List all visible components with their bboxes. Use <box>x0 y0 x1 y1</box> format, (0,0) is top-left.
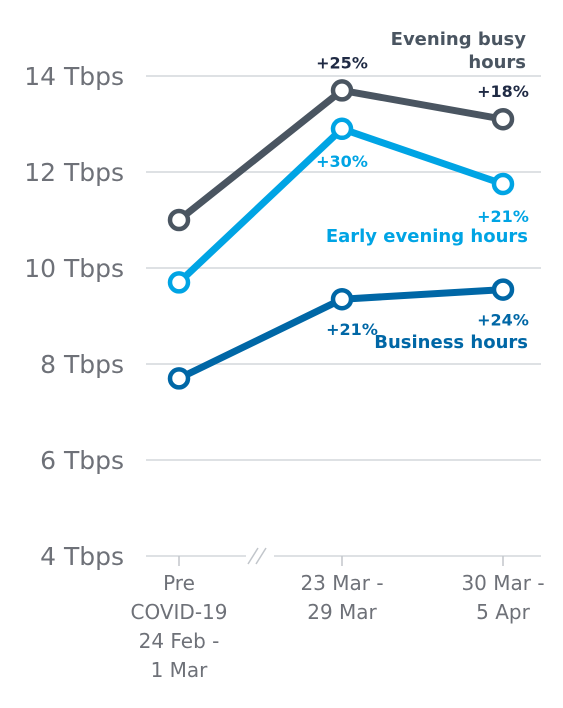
y-tick-label-14: 14 Tbps <box>24 62 124 91</box>
series-label-0-0: Evening busy <box>391 29 527 50</box>
y-tick-label-4: 4 Tbps <box>40 542 124 571</box>
data-point-0-0 <box>167 208 191 232</box>
y-tick-label-8: 8 Tbps <box>40 350 124 379</box>
axis-break-mark-2 <box>255 547 267 565</box>
data-label-2-1: +21% <box>326 320 378 339</box>
data-labels: +25% +18% +30% +21% +21% +24% <box>316 53 529 339</box>
data-point-2-2 <box>491 278 515 301</box>
series-label-2-0: Business hours <box>374 332 528 353</box>
x-tick-label-2-0: 30 Mar - <box>461 571 544 595</box>
data-label-0-1: +25% <box>316 53 368 72</box>
y-tick-label-10: 10 Tbps <box>24 254 124 283</box>
x-tick-label-2-1: 5 Apr <box>476 600 530 624</box>
axis-break-mark-1 <box>247 547 259 565</box>
series-label-1-0: Early evening hours <box>326 226 528 247</box>
data-point-1-1 <box>330 117 354 141</box>
data-label-1-1: +30% <box>316 152 368 171</box>
x-tick-label-0-2: 24 Feb - <box>139 629 220 653</box>
x-tick-label-0-1: COVID-19 <box>130 600 227 624</box>
y-tick-label-12: 12 Tbps <box>24 158 124 187</box>
data-label-0-2: +18% <box>477 82 529 101</box>
data-point-1-0 <box>167 271 191 294</box>
data-point-2-0 <box>167 367 191 390</box>
x-tick-label-0-0: Pre <box>163 571 195 595</box>
x-tick-label-1-0: 23 Mar - <box>300 571 383 595</box>
data-label-1-2: +21% <box>477 207 529 226</box>
data-point-0-2 <box>491 107 515 131</box>
x-tick-label-0-3: 1 Mar <box>151 658 209 682</box>
x-axis: Pre COVID-19 24 Feb - 1 Mar 23 Mar - 29 Mar 30… <box>130 547 545 682</box>
data-point-0-1 <box>330 79 354 102</box>
y-axis-tick-labels: 4 Tbps 6 Tbps 8 Tbps 10 Tbps 12 Tbps 14 Tbps <box>24 62 124 571</box>
data-point-2-1 <box>330 287 354 311</box>
y-tick-label-6: 6 Tbps <box>40 446 124 475</box>
series-points <box>167 79 515 390</box>
series-label-0-1: hours <box>468 52 526 73</box>
data-point-1-2 <box>491 172 515 196</box>
x-tick-label-1-1: 29 Mar <box>307 600 377 624</box>
data-label-2-2: +24% <box>477 311 529 330</box>
